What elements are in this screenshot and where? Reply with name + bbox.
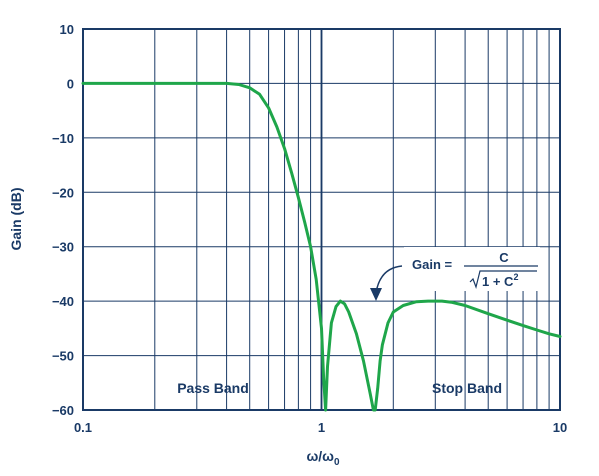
x-tick-label: 10 (553, 420, 567, 435)
equation-lhs: Gain = (412, 257, 453, 272)
x-tick-label: 0.1 (74, 420, 92, 435)
plot-frame (82, 28, 561, 411)
x-tick-label: 1 (318, 420, 325, 435)
square-root-symbol (469, 270, 537, 290)
x-axis-label: ω/ω0 (306, 448, 340, 468)
gain-curve (81, 81, 562, 412)
y-tick-label: −20 (52, 185, 74, 200)
y-axis-label: Gain (dB) (8, 188, 24, 251)
annotation-arrowhead (370, 288, 382, 301)
equation-denominator: 1 + C2 (482, 272, 518, 289)
pass-band-label: Pass Band (177, 380, 249, 396)
gain-equation: Gain = C 1 + C2 (404, 247, 540, 291)
y-tick-label: −10 (52, 131, 74, 146)
y-tick-label: −40 (52, 294, 74, 309)
x-tick-labels: 0.1 1 10 (74, 420, 567, 435)
equation-numerator: C (499, 250, 509, 265)
y-tick-label: −30 (52, 240, 74, 255)
y-tick-label: 10 (60, 22, 74, 37)
equation-background (404, 247, 540, 291)
y-tick-labels: 10 0 −10 −20 −30 −40 −50 −60 (52, 22, 74, 418)
y-tick-label: 0 (67, 76, 74, 91)
y-tick-label: −50 (52, 349, 74, 364)
y-tick-label: −60 (52, 403, 74, 418)
stop-band-label: Stop Band (432, 380, 502, 396)
chart-grid (82, 28, 561, 411)
